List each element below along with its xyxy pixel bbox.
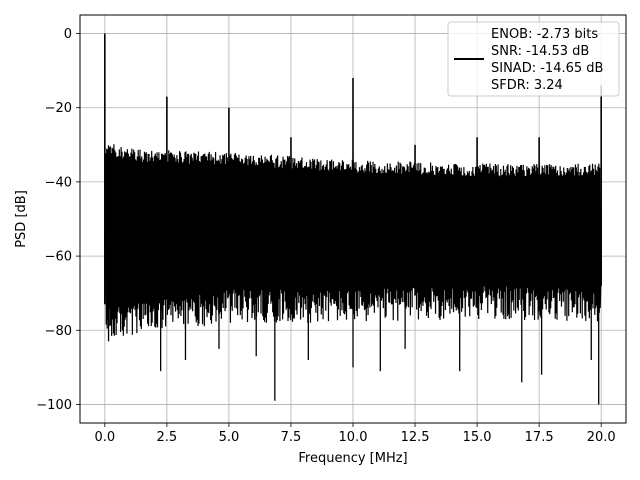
x-tick-label: 20.0 (587, 430, 616, 445)
x-tick-label: 2.5 (157, 430, 178, 445)
x-axis-ticks: 0.0 2.5 5.0 7.5 10.0 12.5 15.0 17.5 20.0 (94, 423, 616, 445)
x-axis-label: Frequency [MHz] (298, 451, 407, 466)
legend-sinad: SINAD: -14.65 dB (491, 61, 603, 76)
x-tick-label: 12.5 (401, 430, 430, 445)
y-tick-label: −20 (45, 101, 72, 116)
x-tick-label: 10.0 (339, 430, 368, 445)
x-tick-label: 15.0 (463, 430, 492, 445)
x-tick-label: 0.0 (94, 430, 115, 445)
legend-box (447, 21, 620, 97)
y-tick-label: −60 (45, 250, 72, 265)
legend-enob: ENOB: -2.73 bits (491, 27, 598, 42)
y-tick-label: −80 (45, 324, 72, 339)
y-tick-label: 0 (64, 27, 72, 42)
y-tick-label: −100 (36, 398, 72, 413)
psd-series (104, 33, 602, 405)
x-tick-label: 7.5 (281, 430, 302, 445)
x-tick-label: 5.0 (219, 430, 240, 445)
legend-snr: SNR: -14.53 dB (491, 44, 589, 59)
y-tick-label: −40 (45, 175, 72, 190)
y-axis-label: PSD [dB] (14, 190, 29, 248)
x-tick-label: 17.5 (525, 430, 554, 445)
legend: ENOB: -2.73 bits SNR: -14.53 dB SINAD: -… (447, 21, 620, 97)
y-axis-ticks: 0 −20 −40 −60 −80 −100 (36, 27, 80, 413)
legend-sfdr: SFDR: 3.24 (491, 78, 563, 93)
